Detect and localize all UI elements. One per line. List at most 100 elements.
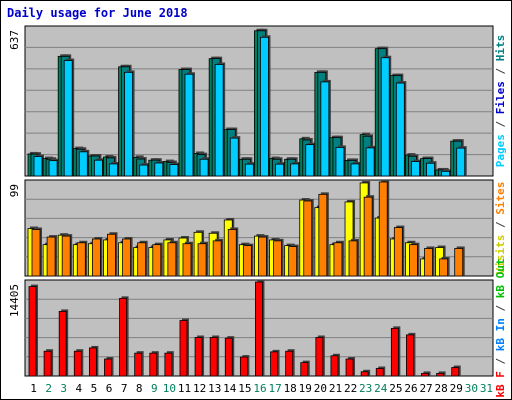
bar-pages-day-25: [395, 82, 405, 177]
bar-sites-day-27: [424, 248, 433, 277]
bar-kbf-day-13: [209, 337, 218, 377]
x-label-day-28: 28: [435, 382, 448, 395]
legend-visits-sites-part-2: Sites: [494, 182, 507, 215]
bar-sites-day-21: [333, 242, 343, 277]
bar-pages-day-28: [441, 170, 451, 177]
x-label-day-17: 17: [268, 382, 281, 395]
x-label-day-3: 3: [60, 382, 67, 395]
x-label-day-15: 15: [238, 382, 251, 395]
legend-pages-files-hits-part-4: Hits: [494, 35, 507, 62]
x-label-day-12: 12: [193, 382, 206, 395]
chart-title: Daily usage for June 2018: [7, 6, 188, 20]
bar-pages-day-4: [78, 151, 88, 177]
x-label-day-19: 19: [299, 382, 312, 395]
bar-kbf-day-23: [360, 371, 369, 377]
bar-kbf-day-6: [104, 358, 112, 377]
bar-kbf-day-10: [164, 352, 173, 377]
x-label-day-23: 23: [359, 382, 372, 395]
x-label-day-13: 13: [208, 382, 221, 395]
bar-pages-day-15: [244, 163, 254, 177]
x-label-day-20: 20: [314, 382, 327, 395]
bar-pages-day-26: [411, 161, 420, 177]
bar-pages-day-10: [169, 164, 179, 177]
x-label-day-7: 7: [121, 382, 128, 395]
bar-pages-day-29: [456, 147, 466, 177]
legend-visits-sites-part-1: /: [494, 215, 507, 235]
bar-pages-day-8: [139, 164, 149, 177]
legend-kb-part-4: kB Out: [494, 258, 507, 298]
bar-kbf-day-9: [149, 352, 158, 377]
bar-kbf-day-15: [239, 356, 248, 377]
bar-kbf-day-19: [300, 362, 309, 377]
bar-sites-day-29: [454, 248, 464, 277]
bar-sites-day-8: [137, 242, 147, 277]
bar-kbf-day-7: [119, 297, 127, 377]
bar-pages-day-2: [48, 160, 58, 177]
bar-sites-day-22: [348, 240, 358, 277]
bar-kbf-day-29: [451, 367, 460, 377]
bar-sites-day-1: [31, 229, 41, 277]
bar-pages-day-19: [305, 144, 315, 177]
bar-sites-day-26: [409, 244, 418, 277]
x-label-day-2: 2: [45, 382, 52, 395]
x-label-day-22: 22: [344, 382, 357, 395]
bar-sites-day-4: [76, 242, 86, 277]
x-label-day-16: 16: [253, 382, 266, 395]
legend-visits-sites-part-0: Visits: [494, 235, 507, 275]
legend-visits-sites: Visits / Sites: [494, 182, 507, 275]
bar-sites-day-14: [227, 229, 237, 277]
bar-sites-day-9: [152, 244, 162, 277]
kbf-ymax-label: 14405: [8, 284, 21, 317]
bar-kbf-day-11: [179, 320, 188, 377]
bar-pages-day-6: [109, 163, 118, 177]
bar-pages-day-11: [184, 73, 194, 177]
x-label-day-6: 6: [106, 382, 113, 395]
bar-sites-day-23: [363, 196, 373, 277]
bar-pages-day-3: [63, 60, 73, 177]
bar-sites-day-11: [182, 243, 192, 277]
bar-sites-day-18: [288, 246, 298, 277]
bar-sites-day-2: [46, 236, 56, 277]
legend-kb-part-3: /: [494, 298, 507, 318]
bar-kbf-day-5: [88, 347, 97, 377]
hits-ymax-label: 637: [8, 30, 21, 50]
x-label-day-18: 18: [284, 382, 297, 395]
bar-pages-day-5: [93, 159, 103, 177]
x-label-day-10: 10: [163, 382, 176, 395]
bar-kbf-day-8: [134, 352, 143, 377]
bar-kbf-day-17: [270, 351, 278, 377]
bar-pages-day-22: [350, 163, 360, 177]
bar-sites-day-12: [197, 243, 207, 277]
legend-kb-part-0: kB F: [494, 371, 507, 398]
bar-sites-day-6: [107, 233, 116, 277]
bar-sites-day-25: [393, 227, 403, 277]
bar-sites-day-10: [167, 242, 177, 277]
bar-sites-day-28: [439, 258, 449, 277]
legend-kb-part-1: /: [494, 351, 507, 371]
bar-kbf-day-2: [43, 350, 52, 377]
x-label-day-24: 24: [374, 382, 388, 395]
legend-pages-files-hits-part-3: /: [494, 61, 507, 81]
legend-pages-files-hits-part-0: Pages: [494, 134, 507, 167]
bar-pages-day-13: [214, 64, 224, 177]
bar-sites-day-3: [61, 235, 71, 277]
bar-kbf-day-3: [58, 310, 67, 377]
legend-kb: kB F / kB In / kB Out: [494, 258, 507, 397]
bar-pages-day-27: [426, 162, 435, 177]
bar-kbf-day-22: [345, 358, 354, 377]
x-label-day-30: 30: [465, 382, 478, 395]
bar-sites-day-5: [91, 238, 101, 277]
x-label-day-27: 27: [419, 382, 432, 395]
bar-kbf-day-28: [436, 372, 445, 377]
legend-pages-files-hits: Pages / Files / Hits: [494, 35, 507, 168]
x-label-day-11: 11: [178, 382, 191, 395]
bar-kbf-day-20: [315, 337, 324, 377]
bar-pages-day-7: [124, 71, 133, 177]
bar-pages-day-21: [335, 147, 345, 177]
bar-pages-day-23: [365, 147, 375, 177]
bar-pages-day-12: [199, 158, 209, 177]
bar-kbf-day-1: [28, 286, 37, 377]
bar-sites-day-7: [122, 238, 131, 277]
bar-kbf-day-12: [194, 337, 203, 377]
